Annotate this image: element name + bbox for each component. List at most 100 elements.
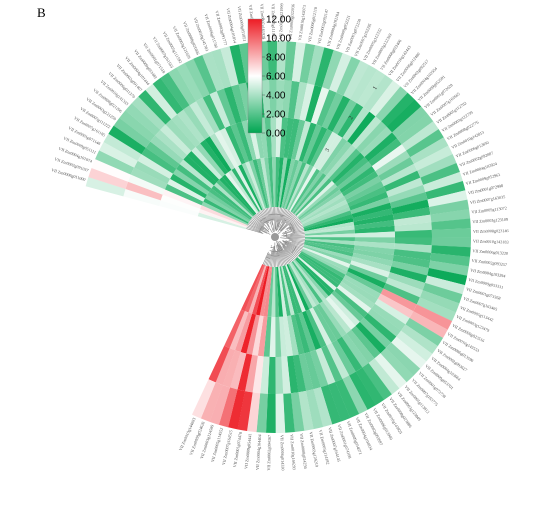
heatmap-cell: [145, 141, 180, 169]
leaf-label: VII Zm0003g123109: [472, 217, 508, 224]
heatmap-cell: [386, 177, 424, 198]
heatmap-cell: [349, 371, 376, 410]
heatmap-cell: [294, 175, 330, 215]
heatmap-cell: [204, 136, 232, 173]
heatmap-cell: [397, 113, 434, 145]
heatmap-cell: [350, 260, 390, 278]
heatmap-cell: [316, 134, 343, 171]
heatmap-cell: [252, 265, 268, 315]
heatmap-cell: [341, 278, 378, 304]
heatmap-cell: [355, 321, 387, 354]
heatmap-cell: [208, 345, 230, 383]
heatmap-cell: [313, 131, 338, 169]
heatmap-cell: [271, 156, 276, 208]
heatmap-cell: [205, 194, 250, 223]
heatmap-cell: [235, 121, 253, 162]
heatmap-cell: [275, 117, 283, 158]
dendrogram-branch: [285, 219, 300, 230]
leaf-label: VII Zm0008g023146: [473, 228, 509, 234]
heatmap-cell: [431, 228, 472, 238]
leaf-label: VII Zm0007g161925: [259, 3, 266, 39]
dendrogram-arc: [270, 255, 280, 257]
heatmap-cell: [331, 152, 365, 184]
heatmap-cell: [257, 316, 268, 357]
dendrogram-branch: [251, 217, 270, 233]
heatmap-cell: [91, 159, 131, 182]
heatmap-cell: [283, 393, 295, 433]
heatmap-cell: [428, 260, 469, 276]
colorbar-tick-label: 8.00: [266, 53, 286, 64]
heatmap-cell: [302, 203, 350, 226]
heatmap-cell: [287, 80, 300, 119]
leaf-label: VII Zm0006g014330: [280, 435, 286, 471]
heatmap-cell: [385, 342, 421, 376]
heatmap-cell: [367, 308, 402, 337]
leaf-label: VII Zm0002g093257: [471, 258, 507, 267]
heatmap-cell: [214, 130, 239, 168]
heatmap-cell: [410, 137, 449, 164]
heatmap-cell: [335, 378, 360, 419]
dendrogram-branch: [277, 210, 291, 233]
heatmap-cell: [294, 313, 311, 354]
heatmap-cell: [231, 84, 248, 122]
heatmap-cell: [327, 95, 351, 132]
heatmap-cell: [387, 272, 426, 291]
heatmap-cell: [423, 171, 463, 193]
heatmap-cell: [176, 164, 212, 192]
heatmap-cell: [231, 167, 260, 212]
dendrogram-branch: [250, 219, 265, 230]
leaf-label: VII Zm0005g114182: [318, 429, 331, 465]
heatmap-cell: [278, 157, 288, 208]
heatmap-cell: [354, 225, 395, 234]
leaf-label: VII Zm0008g022036: [288, 4, 296, 40]
heatmap-cell: [295, 178, 333, 216]
heatmap-cell: [363, 74, 394, 112]
heatmap-cell: [351, 116, 382, 149]
heatmap-cell: [328, 381, 351, 422]
heatmap-cell: [291, 170, 324, 214]
dendrogram-branch: [264, 253, 269, 266]
colorbar-tick-label: 2.00: [266, 110, 286, 121]
dendrogram-branch: [277, 208, 284, 228]
dendrogram-branch: [284, 233, 305, 237]
dendrogram-branch: [277, 240, 292, 263]
heatmap-cell: [374, 353, 407, 389]
heatmap-cell: [202, 94, 226, 131]
heatmap-cell: [290, 314, 305, 355]
leaf-label: VII Zm0001g074478: [232, 432, 243, 468]
heatmap-cell: [309, 128, 333, 167]
heatmap-cell: [326, 144, 357, 179]
heatmap-cell: [346, 329, 375, 364]
heatmap-cell: [419, 290, 460, 313]
heatmap-cell: [200, 382, 223, 422]
dendrogram-branch: [280, 212, 293, 230]
heatmap-cell: [290, 261, 320, 306]
heatmap-cell: [134, 160, 171, 185]
dendrogram-branch: [260, 210, 270, 228]
heatmap-cell: [219, 176, 256, 216]
heatmap-cell: [176, 62, 203, 102]
heatmap-cell: [389, 192, 428, 209]
heatmap-cell: [264, 157, 273, 208]
heatmap-cell: [309, 349, 329, 388]
dendrogram-branch: [281, 210, 289, 224]
dendrogram-branch: [285, 243, 301, 254]
heatmap-cell: [187, 150, 220, 183]
leaf-label: VII Zm0009g051851: [237, 6, 248, 42]
colorbar: 12.00 10.00 8.00 6.00 4.00 2.00 0.00: [247, 15, 291, 140]
heatmap-cell: [391, 336, 427, 369]
heatmap-cell: [383, 283, 420, 305]
dendrogram-branch: [280, 215, 297, 232]
heatmap-cell: [275, 356, 284, 394]
heatmap-cell: [296, 180, 335, 218]
heatmap-cell: [303, 245, 352, 265]
heatmap-cell: [299, 189, 342, 221]
heatmap-cell: [309, 307, 332, 346]
heatmap-cell: [216, 179, 255, 217]
dendrogram-branch: [268, 249, 273, 267]
heatmap-cell: [209, 385, 231, 425]
heatmap-cell: [392, 207, 431, 220]
heatmap-cell: [298, 186, 340, 220]
heatmap-cell: [294, 259, 329, 299]
heatmap-cell: [216, 88, 237, 126]
